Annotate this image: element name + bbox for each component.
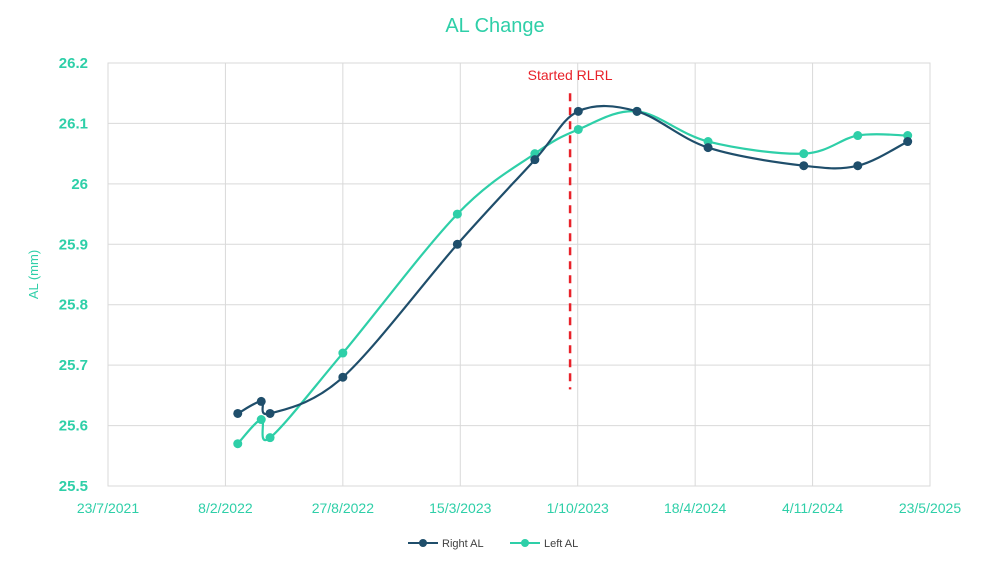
- y-tick-label: 25.5: [59, 478, 88, 495]
- right-al-point: [853, 161, 863, 171]
- legend-right-al-label: Right AL: [442, 538, 484, 550]
- annotation-layer: Started RLRL: [528, 67, 613, 390]
- y-tick-label: 25.9: [59, 236, 88, 253]
- left-al-point: [338, 348, 348, 358]
- left-al-line: [236, 110, 908, 445]
- right-al-point: [703, 143, 713, 153]
- right-al-point: [256, 396, 266, 406]
- right-al-point: [338, 372, 348, 382]
- legend-right-al-marker: [419, 539, 427, 547]
- legend-left-al-marker: [521, 539, 529, 547]
- right-al-point: [632, 106, 642, 116]
- right-al-point: [903, 137, 913, 147]
- x-tick-label: 27/8/2022: [312, 500, 374, 516]
- legend-left-al-label: Left AL: [544, 538, 578, 550]
- left-al-point: [853, 131, 863, 141]
- y-axis-label: AL (mm): [26, 250, 41, 299]
- x-tick-label: 18/4/2024: [664, 500, 726, 516]
- x-tick-label: 4/11/2024: [782, 500, 843, 516]
- legend: Right AL Left AL: [408, 538, 578, 550]
- right-al-point: [799, 161, 809, 171]
- right-al-point: [573, 106, 583, 116]
- x-tick-label: 8/2/2022: [198, 500, 253, 516]
- left-al-point: [265, 433, 275, 443]
- x-tick-label: 23/7/2021: [77, 500, 139, 516]
- left-al-point: [799, 149, 809, 159]
- y-tick-label: 26: [71, 176, 88, 193]
- y-tick-label: 25.6: [59, 418, 88, 435]
- left-al-point: [256, 415, 266, 425]
- x-tick-label: 1/10/2023: [547, 500, 609, 516]
- chart-title: AL Change: [445, 15, 544, 37]
- right-al-point: [452, 239, 462, 249]
- right-al-point: [265, 408, 275, 418]
- right-al-point: [530, 155, 540, 165]
- y-tick-label: 26.1: [59, 115, 88, 132]
- grid-layer: [107, 62, 931, 487]
- y-tick-label: 25.8: [59, 297, 88, 314]
- x-tick-label: 15/3/2023: [429, 500, 491, 516]
- left-al-point: [452, 209, 462, 219]
- y-tick-label: 26.2: [59, 55, 88, 72]
- left-al-point: [573, 124, 583, 134]
- annotation-label: Started RLRL: [528, 67, 613, 83]
- left-al-point: [233, 439, 243, 449]
- series-layer: [233, 104, 913, 449]
- plot-area-border: [107, 62, 931, 487]
- axis-layer: 25.5 25.6 25.7 25.8 25.9 26 26.1 26.2 23/7/2021 8…: [59, 55, 962, 516]
- y-tick-label: 25.7: [59, 357, 88, 374]
- right-al-point: [233, 408, 243, 418]
- x-tick-label: 23/5/2025: [899, 500, 961, 516]
